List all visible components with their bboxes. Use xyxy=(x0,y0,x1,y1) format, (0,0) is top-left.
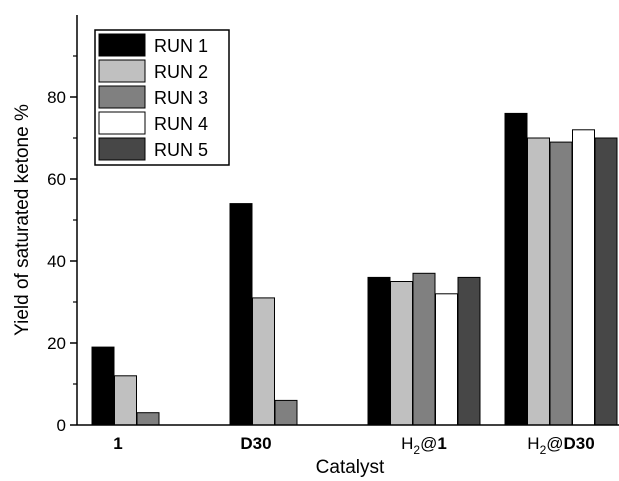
bar-run-2-2 xyxy=(252,297,275,426)
x-ticks: 1 D30 H2@1 H2@D30 xyxy=(113,434,594,457)
bar-run-3-1 xyxy=(136,412,160,426)
bar-run-2-3 xyxy=(390,281,413,426)
bar-run-1-3 xyxy=(367,276,391,426)
legend-label: RUN 1 xyxy=(154,36,208,56)
bar-run-4-3 xyxy=(435,293,458,426)
x-tick-label: 1 xyxy=(113,434,122,453)
legend-label: RUN 3 xyxy=(154,88,208,108)
bar-run-2-4 xyxy=(527,137,550,426)
y-tick-label: 60 xyxy=(47,170,66,189)
y-tick-label: 0 xyxy=(57,416,66,435)
x-axis-label: Catalyst xyxy=(316,457,385,478)
legend-swatch xyxy=(98,137,146,161)
bar-run-3-4 xyxy=(549,141,573,426)
bar-run-3-2 xyxy=(274,399,298,426)
legend-label: RUN 5 xyxy=(154,140,208,160)
legend-label: RUN 2 xyxy=(154,62,208,82)
x-tick-label: D30 xyxy=(240,434,271,453)
bar-run-5-3 xyxy=(457,276,481,426)
y-tick-label: 80 xyxy=(47,88,66,107)
legend-swatch xyxy=(98,33,146,57)
bar-run-1-4 xyxy=(504,112,528,426)
x-tick-label: H2@1 xyxy=(401,434,447,457)
legend-swatch xyxy=(98,59,146,83)
y-tick-label: 40 xyxy=(47,252,66,271)
bar-run-5-4 xyxy=(594,137,618,426)
bar-run-1-1 xyxy=(91,346,115,426)
bar-run-2-1 xyxy=(114,375,137,426)
y-axis-label: Yield of saturated ketone % xyxy=(12,104,33,336)
legend-swatch xyxy=(98,85,146,109)
bar-run-3-3 xyxy=(412,272,436,426)
y-tick-label: 20 xyxy=(47,334,66,353)
bar-run-4-4 xyxy=(572,129,595,426)
bars-layer xyxy=(91,112,618,426)
x-tick-label: H2@D30 xyxy=(527,434,594,457)
y-ticks: 0 20 40 60 80 xyxy=(47,55,77,435)
legend: RUN 1 RUN 2 RUN 3 RUN 4 RUN 5 xyxy=(94,29,230,166)
bar-run-1-2 xyxy=(229,203,253,426)
legend-label: RUN 4 xyxy=(154,114,208,134)
legend-swatch xyxy=(98,111,146,135)
